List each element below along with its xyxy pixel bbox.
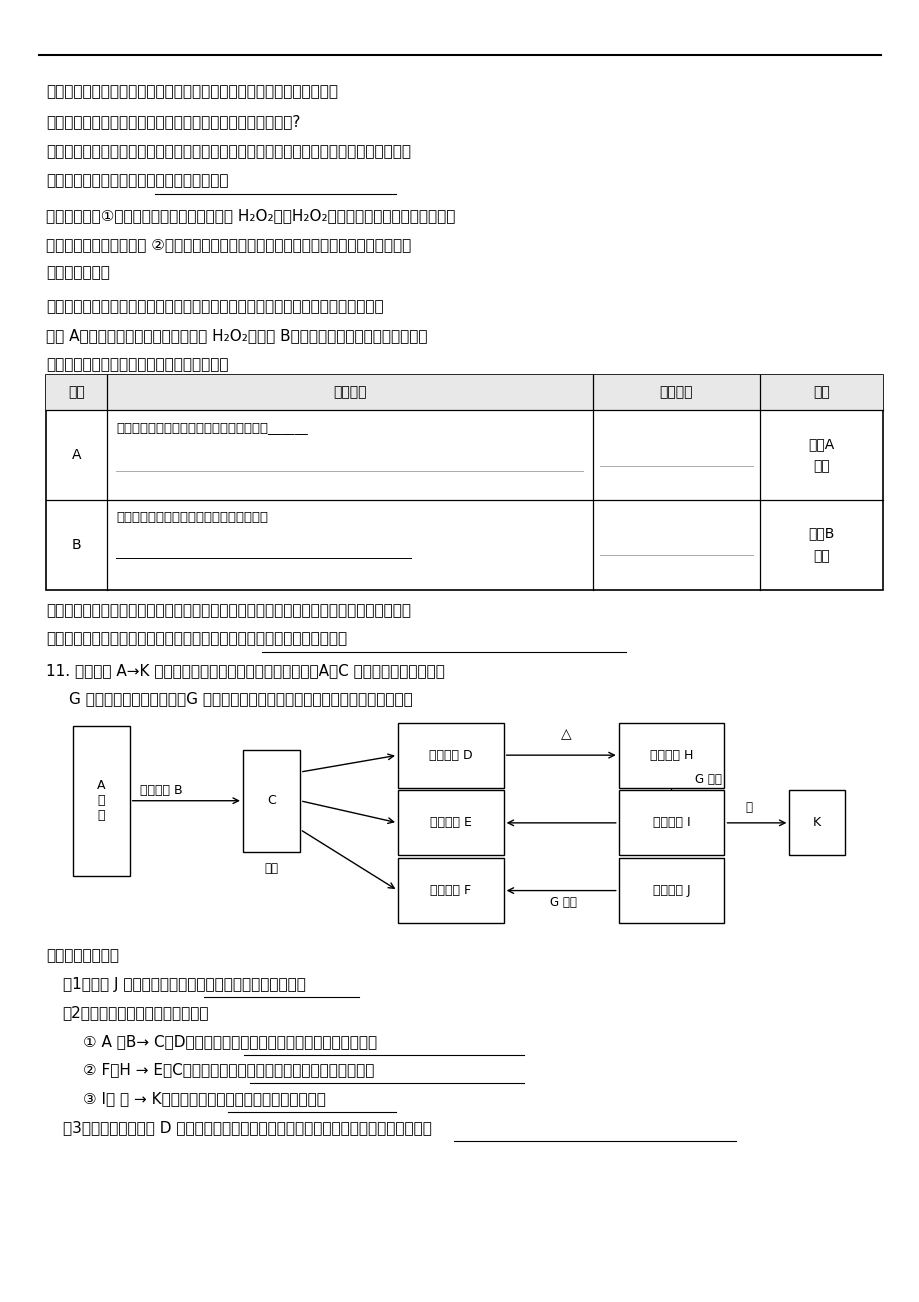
Text: 【实验探究】请你将下列实验方案填写完整。: 【实验探究】请你将下列实验方案填写完整。: [46, 357, 228, 372]
Text: K: K: [812, 816, 820, 829]
Text: ③ I＋ 碱 → K：＿＿＿＿＿＿＿＿＿＿（任写一种）。: ③ I＋ 碱 → K：＿＿＿＿＿＿＿＿＿＿（任写一种）。: [83, 1091, 325, 1107]
Text: 取过氧化钙与水反应后的溶液放入试管中，: 取过氧化钙与水反应后的溶液放入试管中，: [116, 510, 268, 523]
Text: G 溶液: G 溶液: [549, 896, 576, 909]
Text: 蓝色溶液 I: 蓝色溶液 I: [652, 816, 689, 829]
Text: 【提出问题】溶液为什么先变红，过了一会，红色又褂去了呢?: 【提出问题】溶液为什么先变红，过了一会，红色又褂去了呢?: [46, 115, 300, 130]
Text: ① A －B→ C＋D：＿＿＿＿＿＿＿＿＿＿＿＿＿＿＿＿＿＿＿；: ① A －B→ C＋D：＿＿＿＿＿＿＿＿＿＿＿＿＿＿＿＿＿＿＿；: [83, 1034, 377, 1049]
Text: 【查阅资料】①滴加酚酸呈现红色的溶液遇到 H₂O₂时，H₂O₂可以破坏酚酸的结构，使酚酸在: 【查阅资料】①滴加酚酸呈现红色的溶液遇到 H₂O₂时，H₂O₂可以破坏酚酸的结构…: [46, 208, 455, 224]
Bar: [789, 790, 844, 855]
Text: 结论: 结论: [812, 385, 829, 400]
Text: 单质气体 F: 单质气体 F: [430, 884, 471, 897]
Bar: [73, 727, 130, 875]
Text: A: A: [72, 448, 81, 462]
Bar: [618, 858, 724, 923]
Text: （1）写出 J 可能的化学式：＿＿＿＿＿＿（任写一种）。: （1）写出 J 可能的化学式：＿＿＿＿＿＿（任写一种）。: [62, 976, 305, 992]
Text: 黑色粉末 B: 黑色粉末 B: [140, 784, 182, 797]
Bar: [618, 723, 724, 788]
Bar: [397, 790, 504, 855]
Bar: [397, 858, 504, 923]
Text: 【猜想】甲同学认为是氮氧化钙溶液与空气中的二氧化碳反应的缘故。乙同学认为甲同学的: 【猜想】甲同学认为是氮氧化钙溶液与空气中的二氧化碳反应的缘故。乙同学认为甲同学的: [46, 145, 411, 160]
Text: （2）写出下列反应的化学方程式：: （2）写出下列反应的化学方程式：: [62, 1005, 209, 1021]
Text: 小试管中加入几滴无色酚酸试液，溶液变红，过了一会，红色又褂去了。: 小试管中加入几滴无色酚酸试液，溶液变红，过了一会，红色又褂去了。: [46, 85, 337, 100]
Text: 猜想不正确，理由是＿＿＿＿＿＿＿＿＿＿。: 猜想不正确，理由是＿＿＿＿＿＿＿＿＿＿。: [46, 173, 228, 189]
Text: 金属单质 E: 金属单质 E: [429, 816, 471, 829]
Text: 猜想: 猜想: [68, 385, 85, 400]
Text: 猜想B
错误: 猜想B 错误: [808, 526, 834, 564]
Text: 【得出结论】根据实验分析，过氧化钙与水反应除了生成氮氧化钙和氧气外，还存在另一反: 【得出结论】根据实验分析，过氧化钙与水反应除了生成氮氧化钙和氧气外，还存在另一反: [46, 603, 411, 618]
Text: 金属单质 J: 金属单质 J: [652, 884, 689, 897]
Text: 猜想 A：过氧化钙与水反应可能生成了 H₂O₂；猜想 B：生成的氮氧化钙溶液可能太浓。: 猜想 A：过氧化钙与水反应可能生成了 H₂O₂；猜想 B：生成的氮氧化钙溶液可能…: [46, 328, 427, 344]
Text: 应，则另一反应的化学方程式为＿＿＿＿＿＿＿＿＿＿＿＿＿＿＿＿＿＿。: 应，则另一反应的化学方程式为＿＿＿＿＿＿＿＿＿＿＿＿＿＿＿＿＿＿。: [46, 631, 346, 647]
Bar: [46, 375, 882, 590]
Text: C: C: [267, 794, 276, 807]
Text: A
溶
液: A 溶 液: [96, 779, 106, 823]
Bar: [397, 723, 504, 788]
Text: 请回答下列问题：: 请回答下列问题：: [46, 948, 119, 963]
Text: 实验现象: 实验现象: [659, 385, 692, 400]
Text: 碱性溶液中不能再显红色 ②酚酸在稀碱性溶液中稳定显红色，而在浓氮氧化钙等溶液中显: 碱性溶液中不能再显红色 ②酚酸在稀碱性溶液中稳定显红色，而在浓氮氧化钙等溶液中显: [46, 237, 411, 253]
Text: △: △: [560, 728, 571, 741]
Text: G 溶液为某物质的稀溶液，G 的浓溶液能使小木棍变黑。图中部分生成物未标出。: G 溶液为某物质的稀溶液，G 的浓溶液能使小木棍变黑。图中部分生成物未标出。: [69, 691, 413, 707]
Text: 猜想A
正确: 猜想A 正确: [808, 437, 834, 474]
Text: 红色后又褂色。: 红色后又褂色。: [46, 266, 109, 281]
Text: ② F＋H → E＋C：＿＿＿＿＿＿＿＿＿＿＿＿＿＿＿＿＿＿＿；: ② F＋H → E＋C：＿＿＿＿＿＿＿＿＿＿＿＿＿＿＿＿＿＿＿；: [83, 1062, 374, 1078]
Bar: [243, 750, 300, 852]
Text: 11. 下图中的 A→K 分别代表初中化学中的常见物质。已知：A、C 两物质组成元素相同；: 11. 下图中的 A→K 分别代表初中化学中的常见物质。已知：A、C 两物质组成…: [46, 663, 445, 678]
Text: 电解: 电解: [264, 862, 278, 875]
Text: B: B: [72, 538, 81, 552]
Text: 实验操作: 实验操作: [333, 385, 367, 400]
Text: 取过氧化钙与水反应后的溶液放入试管中，______: 取过氧化钙与水反应后的溶液放入试管中，______: [116, 421, 308, 434]
Bar: [618, 790, 724, 855]
Text: 【猜想】通过查阅资料后，该兴趣小组对溶液的红色褂去的主要原因又进行了猜想。: 【猜想】通过查阅资料后，该兴趣小组对溶液的红色褂去的主要原因又进行了猜想。: [46, 299, 383, 315]
Text: 单质气体 D: 单质气体 D: [428, 749, 472, 762]
Text: （3）写出实验室制取 D 的另一种反应的化学方程式：＿＿＿＿＿＿＿＿＿＿＿＿＿＿＿: （3）写出实验室制取 D 的另一种反应的化学方程式：＿＿＿＿＿＿＿＿＿＿＿＿＿＿…: [62, 1120, 431, 1135]
Text: 黑色固体 H: 黑色固体 H: [649, 749, 693, 762]
Text: 碱: 碱: [744, 801, 752, 814]
Text: G 溶液: G 溶液: [694, 773, 720, 786]
Bar: [46, 375, 882, 410]
